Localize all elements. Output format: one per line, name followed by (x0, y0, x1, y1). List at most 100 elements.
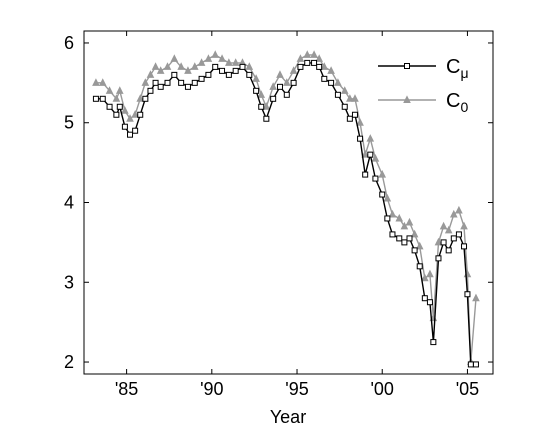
data-point (396, 235, 403, 242)
data-point (245, 62, 254, 70)
data-point (455, 231, 462, 238)
data-point (346, 94, 354, 102)
x-tick-label: '95 (285, 379, 308, 399)
data-point (366, 134, 375, 142)
data-point (197, 58, 206, 66)
data-point (121, 123, 128, 130)
data-point (449, 209, 458, 218)
data-point (121, 106, 129, 114)
data-point (384, 215, 391, 222)
data-point (310, 50, 318, 58)
data-point (445, 247, 452, 254)
data-point (282, 78, 291, 86)
data-point (461, 243, 468, 250)
data-point (472, 293, 480, 302)
data-point (311, 59, 318, 66)
data-point (184, 66, 192, 74)
data-point (253, 87, 260, 94)
data-point (340, 86, 349, 94)
x-tick-label: '85 (115, 379, 138, 399)
data-point (225, 71, 232, 78)
data-point (212, 63, 219, 70)
data-point (455, 205, 463, 214)
data-point (351, 94, 359, 102)
data-point (378, 169, 387, 178)
data-point (444, 225, 453, 234)
data-point (231, 58, 240, 66)
data-point (450, 235, 457, 242)
data-point (276, 83, 283, 90)
x-tick-label: '90 (200, 379, 223, 399)
data-point (152, 79, 159, 86)
legend-entry: C0 (446, 90, 468, 115)
legend-entry-name: C (446, 90, 460, 112)
legend-marker (403, 95, 411, 103)
data-point (204, 54, 213, 62)
data-point (147, 87, 154, 94)
data-point (297, 63, 304, 70)
data-point (351, 111, 358, 118)
data-point (304, 59, 311, 66)
data-point (137, 111, 144, 118)
series-c-0 (92, 50, 480, 366)
data-point (426, 269, 434, 278)
data-point (341, 103, 348, 110)
data-point (421, 273, 429, 282)
data-point (283, 91, 290, 98)
data-point (263, 115, 270, 122)
data-point (151, 62, 160, 70)
data-point (262, 102, 271, 110)
y-tick-label: 6 (64, 33, 74, 53)
data-point (472, 361, 479, 368)
data-point (327, 66, 335, 74)
data-point (296, 54, 305, 62)
legend-entry-name: C (446, 56, 460, 78)
data-point (198, 75, 205, 82)
data-point (170, 54, 179, 62)
data-point (435, 255, 442, 262)
data-point (98, 78, 107, 86)
data-point (411, 247, 418, 254)
y-tick-label: 5 (64, 113, 74, 133)
data-point (131, 110, 139, 118)
data-point (184, 83, 191, 90)
data-point (371, 154, 380, 162)
data-point (270, 95, 277, 102)
legend-entry: Cμ (446, 56, 469, 81)
data-point (113, 111, 120, 118)
data-point (252, 74, 260, 82)
data-point (246, 71, 253, 78)
data-point (257, 90, 266, 98)
data-point (290, 79, 297, 86)
data-point (383, 193, 392, 202)
data-point (321, 75, 328, 82)
data-point (99, 95, 106, 102)
data-point (440, 239, 447, 246)
data-point (178, 79, 185, 86)
data-point (405, 217, 414, 226)
data-point (460, 221, 468, 230)
data-point (346, 115, 353, 122)
data-point (334, 91, 341, 98)
data-point (410, 229, 419, 238)
legend: Cμ C0 (370, 45, 486, 117)
data-point (225, 58, 233, 66)
data-point (258, 103, 265, 110)
data-point (116, 103, 123, 110)
data-point (362, 171, 369, 178)
data-point (320, 62, 329, 70)
data-point (415, 241, 424, 250)
data-point (164, 79, 171, 86)
tick-layer: '85 '90 '95 '00 '05 2 3 4 5 6 (64, 31, 493, 399)
data-point (142, 95, 149, 102)
data-point (467, 361, 474, 368)
legend-entry-subscript: μ (460, 65, 468, 81)
data-point (136, 94, 145, 102)
data-point (92, 95, 99, 102)
data-point (146, 70, 155, 78)
y-tick-label: 3 (64, 272, 74, 292)
legend-box (370, 45, 486, 117)
data-point (464, 291, 471, 298)
data-point (421, 295, 428, 302)
data-point (157, 83, 164, 90)
